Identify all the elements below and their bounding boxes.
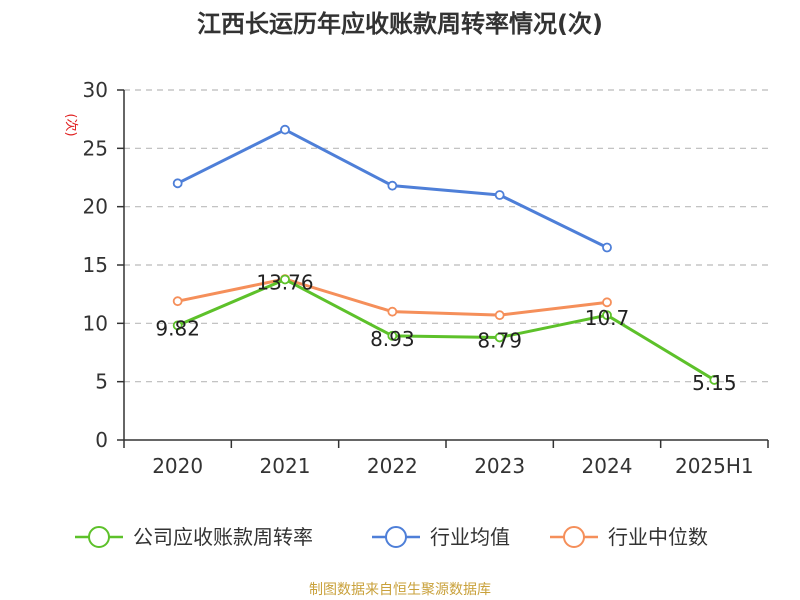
data-point <box>387 330 398 341</box>
y-tick-labels: 0 5 10 15 20 25 30 <box>83 78 108 452</box>
y-tick-label: 10 <box>83 311 108 335</box>
legend-swatch-marker <box>385 526 407 548</box>
data-label: 8.79 <box>477 328 522 352</box>
chart-title: 江西长运历年应收账款周转率情况(次) <box>197 10 603 38</box>
y-tick-label: 25 <box>83 136 108 160</box>
data-point <box>172 296 183 307</box>
data-labels: 9.82 13.76 8.93 8.79 10.7 5.15 <box>155 270 736 394</box>
data-point <box>280 274 290 285</box>
x-tick-label: 2020 <box>152 454 203 478</box>
data-point <box>387 180 398 191</box>
y-tick-label: 20 <box>83 195 108 219</box>
x-tick-label: 2022 <box>367 454 418 478</box>
x-tick-label: 2021 <box>260 454 311 478</box>
gridlines <box>124 89 768 383</box>
y-axis-unit: (次) <box>63 113 79 136</box>
data-point <box>494 190 505 200</box>
y-tick-label: 5 <box>95 370 108 394</box>
data-point <box>602 242 612 253</box>
data-label: 8.93 <box>370 327 415 351</box>
data-label: 5.15 <box>692 371 737 395</box>
legend-label: 行业均值 <box>430 525 510 549</box>
data-point <box>172 178 183 189</box>
legend-swatch-marker <box>563 526 585 548</box>
data-point <box>387 306 398 317</box>
data-label: 10.7 <box>585 306 630 330</box>
data-point <box>602 310 612 321</box>
data-label: 9.82 <box>155 316 200 340</box>
legend-swatch-marker <box>88 526 110 548</box>
axes <box>117 89 769 448</box>
series-line <box>177 277 716 382</box>
data-label: 13.76 <box>256 270 313 294</box>
legend: 公司应收账款周转率 行业均值 行业中位数 <box>75 525 708 549</box>
legend-label: 行业中位数 <box>608 525 708 549</box>
data-point <box>602 297 612 308</box>
data-point <box>709 375 720 385</box>
y-tick-label: 30 <box>83 78 108 102</box>
x-tick-label: 2025H1 <box>675 454 754 478</box>
data-point <box>494 332 505 343</box>
source-note: 制图数据来自恒生聚源数据库 <box>309 582 491 598</box>
x-tick-labels: 2020 2021 2022 2023 2024 2025H1 <box>152 454 753 478</box>
legend-label: 公司应收账款周转率 <box>133 525 313 549</box>
series-lines <box>172 124 720 385</box>
x-tick-label: 2023 <box>474 454 525 478</box>
x-tick-label: 2024 <box>582 454 633 478</box>
data-point <box>172 320 183 331</box>
data-point <box>280 124 290 135</box>
y-tick-label: 15 <box>83 253 108 277</box>
data-point <box>494 310 505 321</box>
y-tick-label: 0 <box>95 428 108 452</box>
